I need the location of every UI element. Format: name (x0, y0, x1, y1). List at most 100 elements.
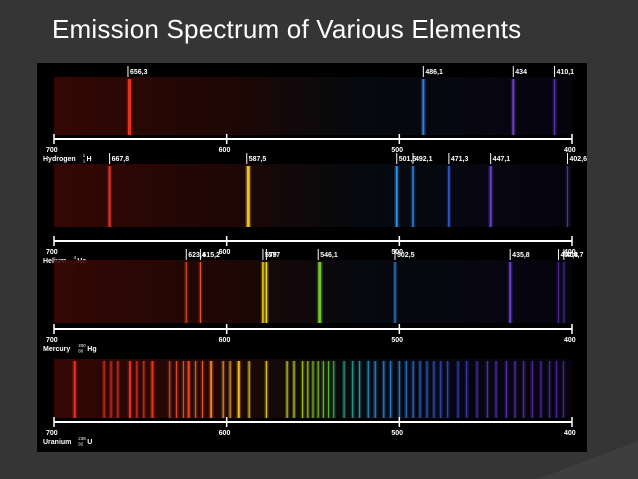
emission-line-uranium (419, 361, 421, 418)
axis-tick-label: 400 (564, 430, 576, 437)
axis-tick-label: 500 (391, 147, 403, 154)
emission-line-uranium (531, 361, 533, 418)
element-symbol: U (87, 439, 92, 446)
line-wavelength-label: 623,4 (188, 252, 206, 259)
line-wavelength-label: 501,5 (399, 156, 417, 163)
emission-line-uranium (505, 361, 507, 418)
axis-tick-label: 500 (391, 249, 403, 256)
emission-line-uranium (367, 361, 369, 418)
element-name-label: Hydrogen (43, 156, 76, 163)
emission-line-uranium (195, 361, 197, 418)
emission-line-hydrogen (512, 79, 515, 135)
emission-line-uranium (265, 361, 267, 418)
line-wavelength-label: 656,3 (130, 69, 148, 76)
emission-line-uranium (117, 361, 119, 418)
spectrum-row-hydrogen: 656,3 486,1 434 410,1 700 600 500 400 Hydrogen 11… (43, 66, 576, 164)
emission-line-uranium (151, 361, 154, 418)
line-wavelength-label: 546,1 (320, 252, 338, 259)
emission-line-uranium (405, 361, 407, 418)
spectrum-band-mercury (54, 260, 572, 323)
line-wavelength-label: 587,5 (249, 156, 267, 163)
emission-line-uranium (229, 361, 231, 418)
spectrum-band-helium (54, 164, 572, 227)
axis-tick-label: 400 (564, 337, 576, 344)
line-wavelength-label: 434 (515, 69, 527, 76)
axis-tick-label: 600 (219, 147, 231, 154)
isotope-mass-number: 4 (74, 255, 77, 260)
emission-line-uranium (433, 361, 435, 418)
emission-line-uranium (495, 361, 497, 418)
line-wavelength-label: 492,1 (415, 156, 433, 163)
line-wavelength-label: 410,1 (557, 69, 575, 76)
isotope-mass-number: 238 (78, 436, 86, 441)
emission-line-uranium (457, 361, 459, 418)
emission-line-uranium (302, 361, 304, 418)
emission-line-uranium (412, 361, 414, 418)
axis-tick-label: 700 (46, 430, 58, 437)
emission-line-hydrogen (127, 79, 131, 135)
line-wavelength-label: 502,5 (397, 252, 415, 259)
emission-line-uranium (169, 361, 171, 418)
isotope-atomic-number: 1 (83, 159, 86, 164)
emission-line-uranium (307, 361, 309, 418)
emission-line-uranium (286, 361, 288, 418)
line-wavelength-label: 579 (265, 252, 277, 259)
emission-line-uranium (523, 361, 525, 418)
emission-line-hydrogen (553, 79, 556, 135)
emission-line-uranium (562, 361, 564, 418)
emission-line-uranium (210, 361, 213, 418)
emission-line-helium (567, 166, 569, 227)
axis-tick-label: 700 (46, 147, 58, 154)
emission-line-mercury (199, 262, 201, 323)
emission-line-helium (489, 166, 492, 227)
emission-line-uranium (343, 361, 345, 418)
emission-line-uranium (540, 361, 542, 418)
isotope-mass-number: 1 (83, 153, 86, 158)
axis-tick-label: 600 (219, 249, 231, 256)
emission-line-uranium (176, 361, 178, 418)
emission-line-uranium (201, 361, 203, 418)
element-name-label: Mercury (43, 346, 70, 353)
emission-line-uranium (136, 361, 138, 418)
isotope-atomic-number: 92 (78, 442, 84, 447)
emission-line-uranium (352, 361, 354, 418)
line-wavelength-label: 577 (268, 252, 280, 259)
emission-line-uranium (328, 361, 330, 418)
emission-line-uranium (390, 361, 392, 418)
isotope-atomic-number: 80 (78, 349, 84, 354)
emission-line-uranium (317, 361, 319, 418)
emission-spectrum-chart: 656,3 486,1 434 410,1 700 600 500 400 Hydrogen 11… (43, 66, 587, 447)
slide-title: Emission Spectrum of Various Elements (52, 14, 522, 44)
axis-tick-label: 600 (219, 430, 231, 437)
line-wavelength-label: 404,7 (566, 252, 584, 259)
element-symbol: Hg (87, 346, 96, 353)
line-wavelength-label: 615,2 (202, 252, 220, 259)
emission-line-uranium (237, 361, 240, 418)
emission-line-helium (246, 166, 250, 227)
emission-line-uranium (398, 361, 400, 418)
axis-tick-label: 500 (391, 337, 403, 344)
line-wavelength-label: 435,8 (512, 252, 530, 259)
emission-line-mercury (558, 262, 560, 323)
emission-line-uranium (333, 361, 335, 418)
emission-line-mercury (394, 262, 396, 323)
emission-line-uranium (183, 361, 184, 418)
emission-line-uranium (466, 361, 468, 418)
emission-line-uranium (374, 361, 376, 418)
isotope-mass-number: 200 (78, 343, 86, 348)
emission-line-uranium (447, 361, 449, 418)
emission-line-hydrogen (422, 79, 425, 135)
emission-line-mercury (265, 262, 268, 323)
emission-line-uranium (103, 361, 105, 418)
emission-line-uranium (312, 361, 314, 418)
emission-line-uranium (383, 361, 385, 418)
emission-line-uranium (359, 361, 361, 418)
axis-tick-label: 500 (391, 430, 403, 437)
spectrum-chart-panel: 656,3 486,1 434 410,1 700 600 500 400 Hydrogen 1 1… (37, 63, 587, 452)
corner-decoration (538, 441, 638, 479)
emission-line-mercury (318, 262, 322, 323)
axis-tick-label: 400 (564, 249, 576, 256)
